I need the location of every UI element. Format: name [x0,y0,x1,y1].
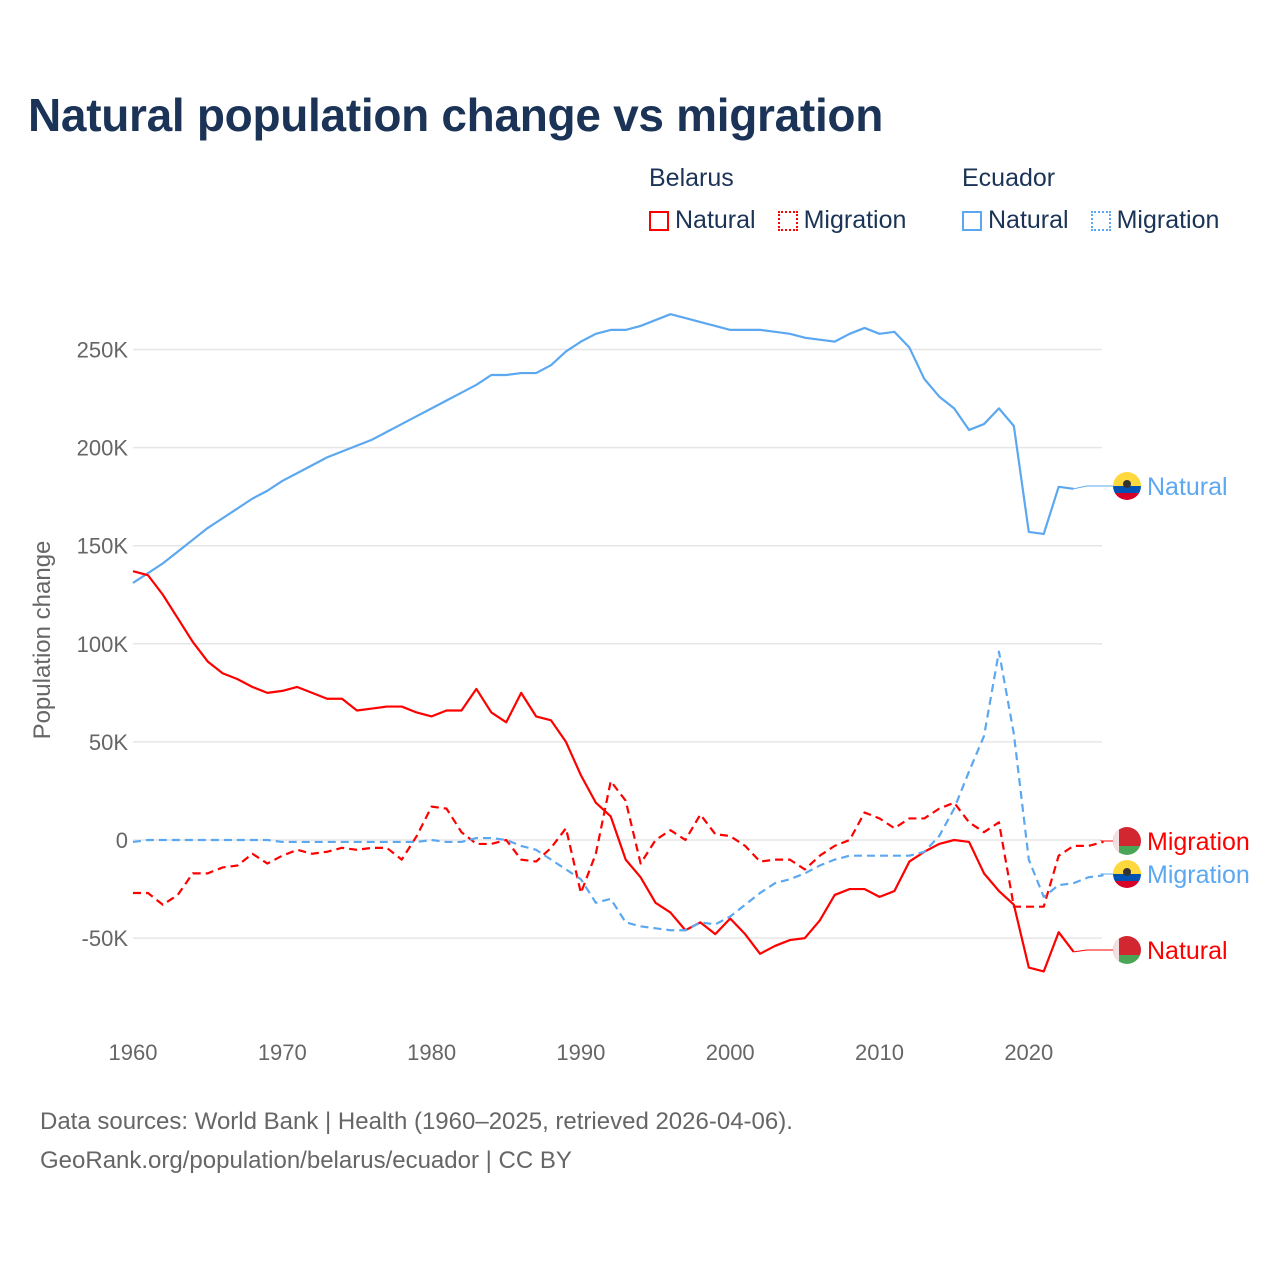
y-tick-label: 50K [89,730,128,755]
flag-ornament [1113,936,1119,964]
footer-sources: Data sources: World Bank | Health (1960–… [40,1108,793,1135]
flag-band [1113,881,1141,888]
flag-band [1113,493,1141,500]
flag-ornament [1113,827,1119,855]
legend-swatch-dotted-icon [1090,210,1111,231]
legend-swatch-solid-icon [649,210,669,231]
y-tick-label: 200K [77,436,129,461]
legend-ecuador-items: Natural Migration [962,206,1241,235]
series-line-belarus-natural [132,570,1075,973]
flag-band [1113,472,1141,486]
y-tick-label: 100K [77,632,129,657]
legend-label: Natural [988,206,1069,234]
y-axis-label: Population change [29,541,56,740]
x-tick-label: 2010 [855,1040,904,1065]
flag-emblem [1123,868,1131,876]
flag-band [1113,846,1141,855]
flag-band [1113,955,1141,964]
x-tick-label: 2020 [1004,1040,1053,1065]
chart-title: Natural population change vs migration [28,89,884,141]
flag-band [1113,874,1141,881]
legend-swatch-dotted-icon [777,210,798,231]
x-tick-label: 2000 [706,1040,755,1065]
label-connector [1100,873,1113,876]
belarus-flag-icon [1113,827,1141,855]
flag-emblem [1123,480,1131,488]
x-tick-label: 1980 [407,1040,456,1065]
legend-ecuador-migration[interactable]: Migration [1090,206,1220,235]
y-tick-label: 0 [116,828,128,853]
x-tick-label: 1990 [556,1040,605,1065]
legend-label: Migration [803,206,907,234]
flag-band [1113,486,1141,493]
series-line-ecuador-migration [132,650,1104,932]
y-tick-label: -50K [82,926,129,951]
legend-belarus-migration[interactable]: Migration [777,206,907,235]
legend-label: Migration [1116,206,1220,234]
flag-band [1113,827,1141,846]
ecuador-flag-icon [1113,860,1141,888]
series-end-label: Natural [1147,473,1228,501]
label-connector [1073,485,1113,490]
series-end-label: Migration [1147,861,1250,889]
legend-ecuador-natural[interactable]: Natural [962,206,1069,235]
legend-swatch-solid-icon [962,210,982,231]
legend-label: Natural [675,206,756,234]
legend-group-belarus: Belarus [649,164,734,192]
label-connector [1099,840,1113,843]
legend-group-ecuador: Ecuador [962,164,1056,192]
label-connector [1073,949,1113,953]
y-tick-label: 250K [77,338,129,363]
flag-band [1113,860,1141,874]
legend-belarus-natural[interactable]: Natural [649,206,756,235]
series-end-label: Migration [1147,828,1250,856]
belarus-flag-icon [1113,936,1141,964]
x-tick-label: 1970 [258,1040,307,1065]
series-end-label: Natural [1147,937,1228,965]
flag-band [1113,936,1141,955]
y-tick-label: 150K [77,534,129,559]
series-line-ecuador-natural [132,313,1074,584]
legend-belarus-items: Natural Migration [649,206,928,235]
x-tick-label: 1960 [109,1040,158,1065]
footer-attribution: GeoRank.org/population/belarus/ecuador |… [40,1147,572,1174]
ecuador-flag-icon [1113,472,1141,500]
